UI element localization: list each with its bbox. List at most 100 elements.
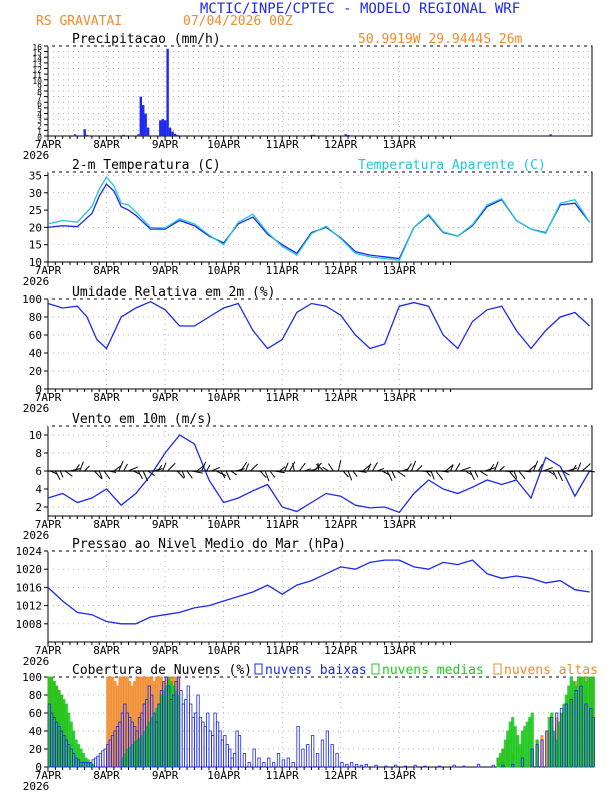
cloud-bar-low [530,748,534,768]
location-coords: 50.9919W 29.9444S 26m [358,32,523,47]
cloud-bar-low [462,765,466,768]
panel-title: 2-m Temperatura (C) [72,158,221,173]
wind-arrow [118,460,124,472]
cloud-bar-low [359,764,364,768]
panel-frame [47,298,593,390]
x-tick-label: 12APR [324,138,357,151]
cloud-bar-low [579,685,583,768]
wind-arrow [357,470,367,473]
panel-temp: 10 15 20 25 30 35 7APR 8APR 9APR 10APR 11APR 12APR 1… [23,158,593,288]
cloud-bar-low [591,717,595,768]
wind-arrow [464,470,473,476]
wind-arrow [508,470,517,480]
cloud-bar-low [306,744,310,768]
wind-arrow [435,470,444,480]
wind-arrow [523,470,531,473]
y-tick-label: 10 [29,256,42,269]
wind-arrow [313,462,322,472]
wind-arrow [528,464,536,472]
wind-arrow [557,470,564,482]
wind-arrow [537,463,543,472]
y-tick-label: 4 [35,483,42,496]
precip-bar [159,120,162,136]
wind-arrow [567,467,578,472]
x-tick-label: 7APR [35,769,62,782]
cloud-bar-low [423,765,427,768]
precip-bar [171,131,174,136]
x-tick-label: 10APR [207,391,240,404]
wind-arrow [460,466,471,472]
y-tick-label: 2 [37,122,42,131]
legend-swatch [254,663,263,675]
y-tick-label: 2 [35,501,42,514]
series-line [47,434,591,514]
precip-bar [139,96,142,136]
y-tick-label: 1024 [16,545,43,558]
x-tick-label: 11APR [266,769,299,782]
cloud-bar-low [354,763,359,768]
cloud-bar-low [340,762,344,768]
x-tick-label: 8APR [93,264,120,277]
legend-label: nuvens altas [504,663,598,678]
wind-arrow [186,470,193,479]
legend-swatch [493,663,502,675]
wind-arrow [513,470,518,479]
x-tick-label: 7APR [35,518,62,531]
run-datetime: 07/04/2026 00Z [183,14,293,29]
cloud-bar-low [545,730,549,768]
wind-arrow [587,470,596,473]
y-tick-label: 12 [32,66,42,75]
wind-arrow [347,470,353,481]
wind-arrow [93,470,103,480]
wind-arrow [292,463,295,472]
x-tick-label: 13APR [383,391,416,404]
series-line [47,300,591,350]
y-tick-label: 15 [29,239,42,252]
panel-frame [47,171,593,263]
cloud-bar-low [511,763,515,768]
wind-arrow [493,461,499,472]
x-tick-label: 8APR [93,138,120,151]
x-tick-label: 10APR [207,264,240,277]
wind-arrow [245,463,250,472]
wind-arrow [316,463,325,472]
cloud-bar-low [276,753,281,768]
panel-frame [47,45,593,137]
wind-arrow [342,470,349,478]
cloud-bar-low [535,744,539,768]
cloud-bar-low [272,762,276,768]
x-year-label: 2026 [23,529,50,542]
wind-arrow [504,470,514,473]
cloud-bar-low [325,730,329,768]
wind-arrow [225,470,231,481]
x-tick-label: 13APR [383,644,416,657]
wind-arrow [108,470,116,473]
wind-arrow [367,463,372,472]
cloud-bar-low [286,757,290,768]
wind-arrow [137,470,143,480]
cloud-bar-low [555,712,559,768]
panel-frame [47,550,593,643]
wind-arrow [298,462,306,472]
y-tick-label: 14 [32,54,42,63]
y-tick-label: 30 [29,187,42,200]
wind-arrow [201,461,207,472]
wind-arrow [216,470,227,477]
y-tick-label: 9 [37,82,42,91]
x-tick-label: 8APR [93,391,120,404]
legend-label: nuvens medias [382,663,484,678]
y-tick-label: 60 [29,707,42,720]
y-tick-label: 8 [37,88,42,97]
wind-arrow [498,465,505,472]
y-tick-label: 11 [32,71,42,80]
y-tick-label: 1020 [16,563,43,576]
precip-bar [344,134,347,136]
precip-bar [137,134,140,136]
series-line [47,183,591,260]
x-tick-label: 8APR [93,518,120,531]
y-tick-label: 100 [22,293,42,306]
x-tick-label: 7APR [35,264,62,277]
cloud-bar-low [237,735,242,768]
legend-swatch [371,663,380,675]
